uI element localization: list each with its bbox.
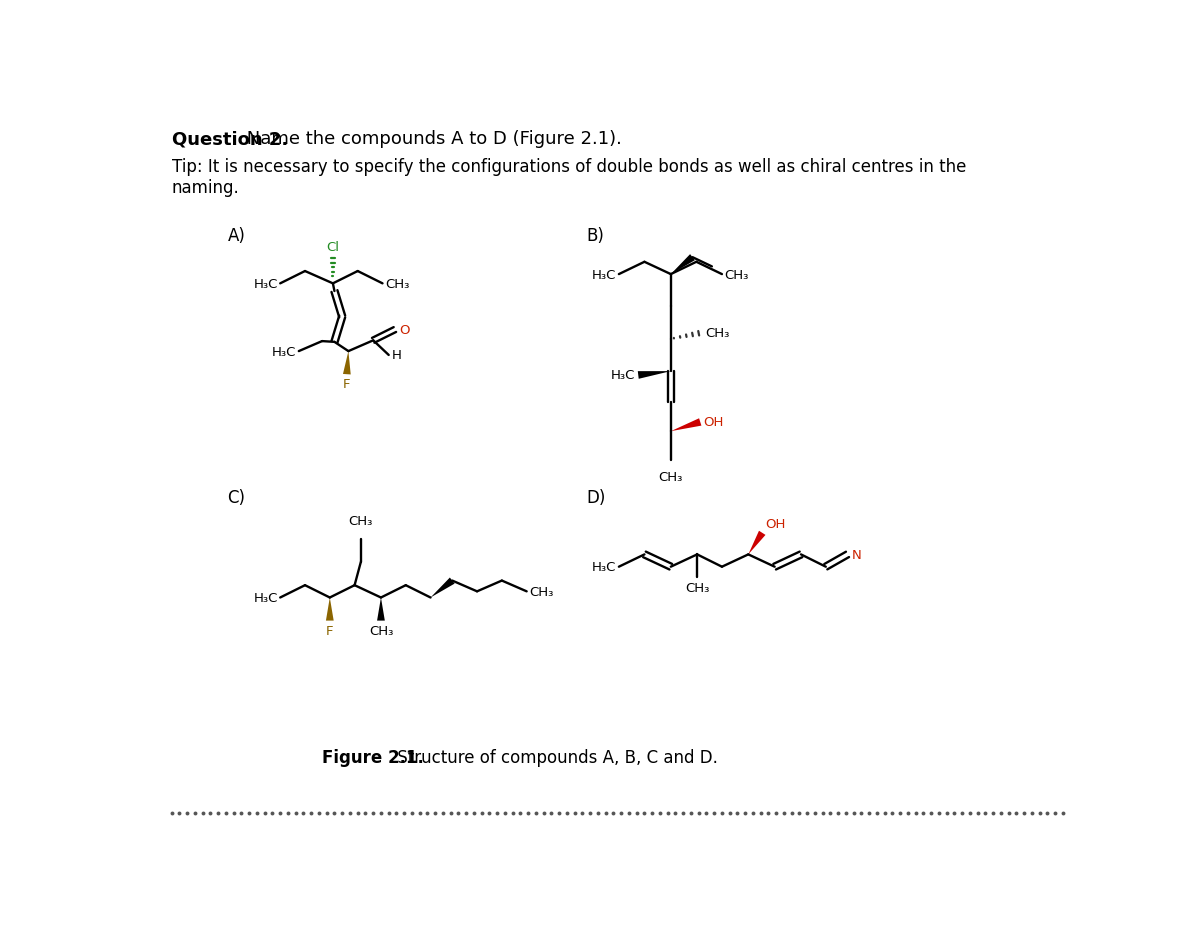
Text: H₃C: H₃C <box>611 369 635 382</box>
Text: Question 2.: Question 2. <box>172 130 288 148</box>
Text: C): C) <box>228 489 246 507</box>
Text: CH₃: CH₃ <box>659 470 683 483</box>
Text: CH₃: CH₃ <box>368 624 394 637</box>
Text: F: F <box>326 624 334 637</box>
Polygon shape <box>326 598 334 621</box>
Text: B): B) <box>587 228 605 245</box>
Text: CH₃: CH₃ <box>704 327 730 340</box>
Text: D): D) <box>587 489 606 507</box>
Text: Figure 2.1.: Figure 2.1. <box>322 749 424 767</box>
Text: H₃C: H₃C <box>592 561 617 574</box>
Text: H₃C: H₃C <box>253 591 278 604</box>
Text: CH₃: CH₃ <box>349 514 373 527</box>
Text: O: O <box>398 324 409 337</box>
Polygon shape <box>431 578 455 598</box>
Text: Structure of compounds A, B, C and D.: Structure of compounds A, B, C and D. <box>391 749 718 767</box>
Text: H₃C: H₃C <box>592 268 617 281</box>
Text: H₃C: H₃C <box>253 278 278 291</box>
Text: F: F <box>343 378 350 391</box>
Text: N: N <box>851 548 862 562</box>
Text: CH₃: CH₃ <box>529 585 553 598</box>
Text: CH₃: CH₃ <box>725 268 749 281</box>
Text: CH₃: CH₃ <box>385 278 409 291</box>
Text: Name the compounds A to D (Figure 2.1).: Name the compounds A to D (Figure 2.1). <box>241 130 623 148</box>
Text: Tip: It is necessary to specify the configurations of double bonds as well as ch: Tip: It is necessary to specify the conf… <box>172 158 966 196</box>
Polygon shape <box>637 372 671 379</box>
Text: OH: OH <box>766 517 786 531</box>
Polygon shape <box>749 531 766 555</box>
Text: OH: OH <box>703 416 724 429</box>
Polygon shape <box>343 352 350 375</box>
Text: H: H <box>391 349 402 362</box>
Text: A): A) <box>228 228 245 245</box>
Polygon shape <box>671 255 695 275</box>
Text: H₃C: H₃C <box>272 346 296 358</box>
Text: Cl: Cl <box>326 241 340 253</box>
Text: CH₃: CH₃ <box>685 581 709 594</box>
Polygon shape <box>671 419 702 431</box>
Polygon shape <box>377 598 385 621</box>
